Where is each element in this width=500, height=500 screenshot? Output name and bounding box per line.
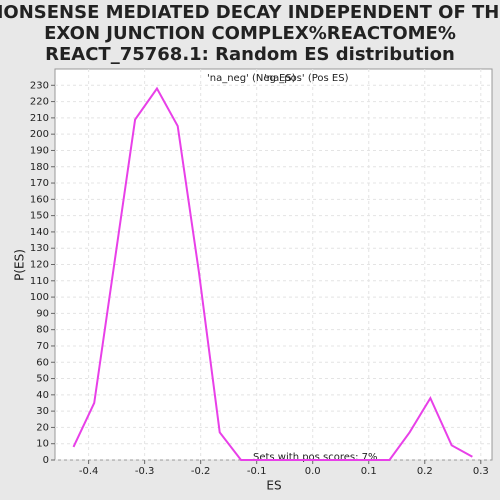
x-tick-label: -0.1 xyxy=(247,466,267,477)
y-tick-label: 210 xyxy=(30,113,49,124)
y-tick-label: 90 xyxy=(36,308,49,319)
y-tick-label: 40 xyxy=(36,390,49,401)
y-tick-label: 20 xyxy=(36,422,49,433)
y-tick-label: 190 xyxy=(30,145,49,156)
x-axis-label: ES xyxy=(266,479,281,493)
chart-title: REACT_75768.1: Random ES distribution xyxy=(45,44,455,65)
line-series xyxy=(72,86,473,461)
y-tick-label: 100 xyxy=(30,292,49,303)
y-tick-label: 200 xyxy=(30,129,49,140)
x-tick-label: -0.3 xyxy=(135,466,155,477)
y-tick-label: 50 xyxy=(36,374,49,385)
y-tick-label: 170 xyxy=(30,178,49,189)
y-tick-label: 230 xyxy=(30,80,49,91)
annotation: Sets with pos scores: 7% xyxy=(253,452,378,463)
y-tick-label: 140 xyxy=(30,227,49,238)
y-axis-label: P(ES) xyxy=(13,249,27,281)
y-tick-label: 220 xyxy=(30,97,49,108)
y-tick-label: 110 xyxy=(30,276,49,287)
y-tick-label: 30 xyxy=(36,406,49,417)
y-tick-label: 0 xyxy=(43,455,49,466)
legend-entry: 'na_neg' (Neg ES) xyxy=(207,73,296,84)
y-tick-label: 70 xyxy=(36,341,49,352)
x-tick-label: 0.1 xyxy=(361,466,377,477)
x-tick-label: 0.2 xyxy=(417,466,433,477)
y-tick-label: 10 xyxy=(36,439,49,450)
y-tick-label: 130 xyxy=(30,243,49,254)
x-tick-label: -0.4 xyxy=(79,466,99,477)
chart-title: EXON JUNCTION COMPLEX%REACTOME% xyxy=(44,23,456,44)
y-tick-label: 180 xyxy=(30,162,49,173)
y-tick-label: 160 xyxy=(30,194,49,205)
chart-title: NONSENSE MEDIATED DECAY INDEPENDENT OF T… xyxy=(0,2,500,23)
y-tick-label: 120 xyxy=(30,260,49,271)
legend-entry: 'na_pos' (Pos ES) xyxy=(264,73,349,84)
y-tick-label: 150 xyxy=(30,211,49,222)
x-tick-label: -0.2 xyxy=(191,466,211,477)
x-tick-label: 0.0 xyxy=(305,466,321,477)
x-tick-label: 0.3 xyxy=(473,466,489,477)
y-tick-label: 60 xyxy=(36,357,49,368)
y-tick-label: 80 xyxy=(36,325,49,336)
